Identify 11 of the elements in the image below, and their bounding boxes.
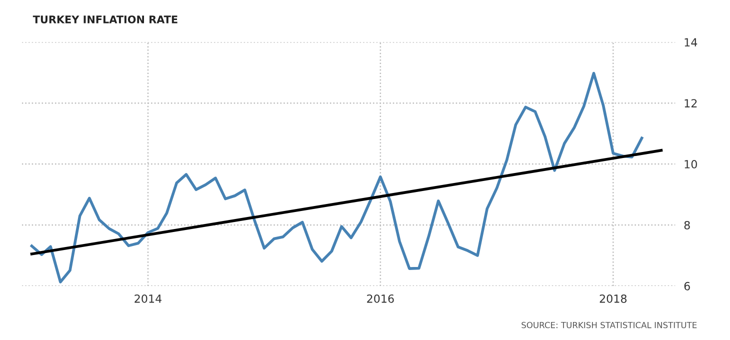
x-tick-label: 2014: [134, 294, 162, 303]
y-tick-label: 12: [684, 99, 697, 108]
y-tick-label: 14: [684, 38, 698, 46]
x-tick-label: 2018: [600, 294, 627, 303]
y-tick-label: 10: [684, 160, 697, 168]
line-series: [30, 72, 644, 284]
chart-title: TURKEY INFLATION RATE: [32, 15, 178, 24]
y-tick-label: 8: [684, 220, 690, 230]
source-note: SOURCE: TURKISH STATISTICAL INSTITUTE: [522, 322, 697, 328]
y-tick-label: 6: [684, 282, 690, 290]
x-tick-label: 2016: [367, 294, 394, 303]
